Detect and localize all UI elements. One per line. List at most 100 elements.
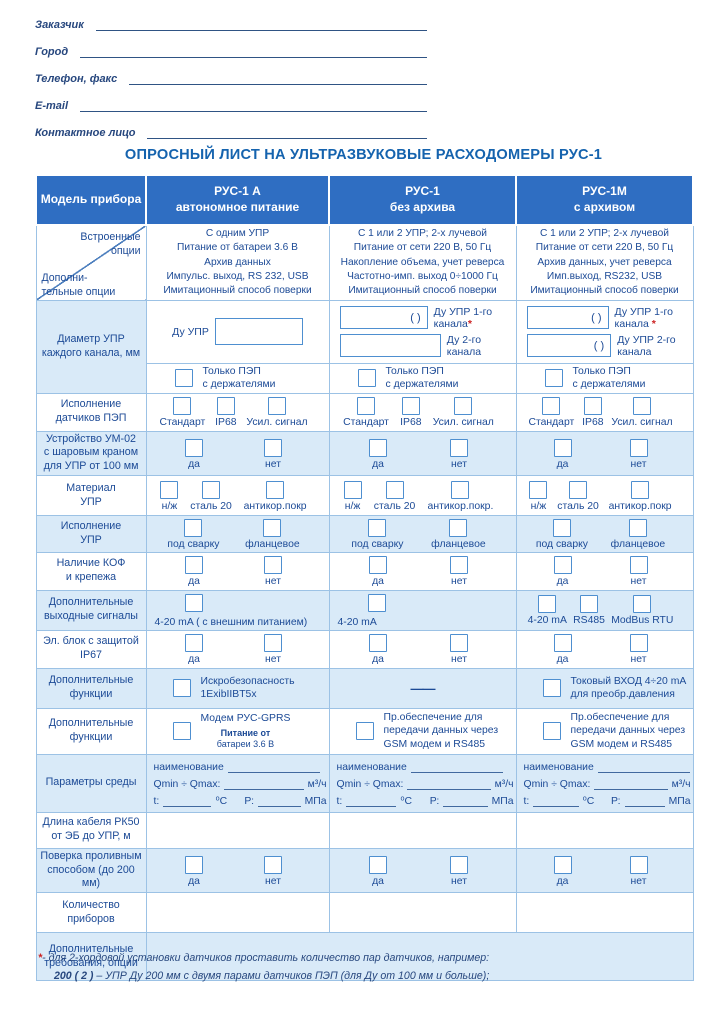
anticorrosion-checkbox[interactable]	[631, 481, 650, 499]
pep-holders-checkbox[interactable]	[357, 369, 376, 387]
pressure-input[interactable]	[257, 794, 301, 807]
yes-checkbox[interactable]	[185, 634, 203, 653]
medium-name-input[interactable]	[227, 760, 320, 773]
yes-checkbox[interactable]	[553, 634, 572, 653]
du-channel1-input[interactable]: ( )	[526, 306, 609, 329]
no-checkbox[interactable]	[629, 855, 648, 874]
welded-checkbox[interactable]	[552, 519, 571, 538]
yes-checkbox[interactable]	[185, 438, 203, 457]
upr-type-rus1m: под сварку фланцевое	[515, 515, 694, 553]
yes-checkbox[interactable]	[553, 438, 572, 457]
standard-checkbox[interactable]	[542, 397, 561, 416]
no-checkbox[interactable]	[450, 855, 468, 874]
quantity-rus1m-input-cell[interactable]	[515, 892, 694, 934]
welded-checkbox[interactable]	[184, 519, 203, 538]
qmin-qmax-input[interactable]	[594, 777, 668, 790]
modbus-checkbox[interactable]	[633, 595, 652, 614]
kof-rus1a: да нет	[145, 551, 330, 591]
flanged-checkbox[interactable]	[628, 519, 647, 538]
standard-checkbox[interactable]	[173, 397, 192, 416]
pressure-input[interactable]	[624, 794, 665, 807]
phone-fax-input-line[interactable]	[129, 71, 427, 85]
yes-checkbox[interactable]	[553, 855, 572, 874]
quantity-rus1a-input-cell[interactable]	[145, 892, 330, 934]
email-input-line[interactable]	[80, 98, 427, 112]
signal-420ma-checkbox[interactable]	[538, 595, 557, 614]
rs485-checkbox[interactable]	[580, 595, 599, 614]
temp-input[interactable]	[533, 794, 579, 807]
stainless-checkbox[interactable]	[529, 481, 548, 499]
stainless-checkbox[interactable]	[343, 481, 362, 499]
ip68-checkbox[interactable]	[401, 397, 420, 416]
cable-rus1-input-cell[interactable]	[328, 811, 517, 849]
option-label: сталь 20	[190, 501, 232, 512]
yes-checkbox[interactable]	[185, 855, 203, 874]
pep-holders-checkbox[interactable]	[174, 369, 193, 387]
yes-checkbox[interactable]	[369, 438, 387, 457]
yes-checkbox[interactable]	[369, 855, 387, 874]
medium-name-input[interactable]	[597, 760, 690, 773]
yes-checkbox[interactable]	[553, 556, 572, 575]
questionnaire-table: Модель прибора РУС-1 А автономное питани…	[35, 174, 694, 982]
ip68-checkbox[interactable]	[583, 397, 602, 416]
du-upr-input[interactable]	[214, 318, 303, 345]
header-rus1: РУС-1 без архива	[328, 174, 517, 226]
signal-420ma-checkbox[interactable]	[184, 593, 203, 612]
customer-input-line[interactable]	[95, 17, 427, 31]
no-checkbox[interactable]	[450, 438, 468, 457]
cable-rus1m-input-cell[interactable]	[515, 811, 694, 849]
pairs-parentheses: ( )	[410, 311, 421, 324]
gsm-software-checkbox[interactable]	[542, 722, 561, 741]
contact-person-input-line[interactable]	[147, 125, 427, 139]
no-checkbox[interactable]	[264, 556, 282, 575]
qmin-qmax-input[interactable]	[407, 777, 491, 790]
current-input-checkbox[interactable]	[542, 679, 561, 698]
no-checkbox[interactable]	[264, 438, 282, 457]
anticorrosion-checkbox[interactable]	[266, 481, 285, 499]
temp-input[interactable]	[163, 794, 212, 807]
steel20-checkbox[interactable]	[385, 481, 404, 499]
cable-rus1a-input-cell[interactable]	[145, 811, 330, 849]
quantity-rus1-input-cell[interactable]	[328, 892, 517, 934]
steel20-checkbox[interactable]	[202, 481, 221, 499]
no-checkbox[interactable]	[264, 634, 282, 653]
no-checkbox[interactable]	[629, 634, 648, 653]
du-channel1-input[interactable]: ( )	[339, 306, 428, 329]
du-channel2-input[interactable]	[339, 334, 441, 357]
pep-holders-checkbox[interactable]	[544, 369, 563, 387]
field-email: E-mail	[35, 97, 427, 112]
qmin-qmax-input[interactable]	[224, 777, 304, 790]
no-label: нет	[451, 654, 467, 666]
no-checkbox[interactable]	[264, 855, 282, 874]
row-upr-type: Исполнение УПР под сварку фланцевое под …	[35, 515, 694, 553]
no-checkbox[interactable]	[629, 438, 648, 457]
signal-420ma-checkbox[interactable]	[367, 593, 386, 612]
pressure-input[interactable]	[443, 794, 488, 807]
anticorrosion-checkbox[interactable]	[451, 481, 470, 499]
temp-input[interactable]	[346, 794, 397, 807]
amplified-signal-checkbox[interactable]	[267, 397, 286, 416]
welded-checkbox[interactable]	[368, 519, 387, 538]
flanged-checkbox[interactable]	[449, 519, 468, 538]
ip68-checkbox[interactable]	[216, 397, 235, 416]
gsm-software-checkbox[interactable]	[355, 722, 374, 741]
du-channel2-input[interactable]: ( )	[526, 334, 612, 357]
stainless-checkbox[interactable]	[160, 481, 179, 499]
amplified-signal-checkbox[interactable]	[454, 397, 473, 416]
no-checkbox[interactable]	[450, 634, 468, 653]
yes-checkbox[interactable]	[369, 634, 387, 653]
gprs-modem-checkbox[interactable]	[172, 722, 191, 741]
yes-checkbox[interactable]	[185, 556, 203, 575]
no-checkbox[interactable]	[450, 556, 468, 575]
city-input-line[interactable]	[80, 44, 427, 58]
extra-requirements-input-cell[interactable]	[145, 932, 694, 982]
asterisk: *	[651, 317, 656, 330]
amplified-signal-checkbox[interactable]	[632, 397, 651, 416]
standard-checkbox[interactable]	[357, 397, 376, 416]
flanged-checkbox[interactable]	[263, 519, 282, 538]
steel20-checkbox[interactable]	[569, 481, 588, 499]
intrinsic-safety-checkbox[interactable]	[172, 679, 191, 698]
yes-checkbox[interactable]	[369, 556, 387, 575]
medium-name-input[interactable]	[410, 760, 503, 773]
no-checkbox[interactable]	[629, 556, 648, 575]
